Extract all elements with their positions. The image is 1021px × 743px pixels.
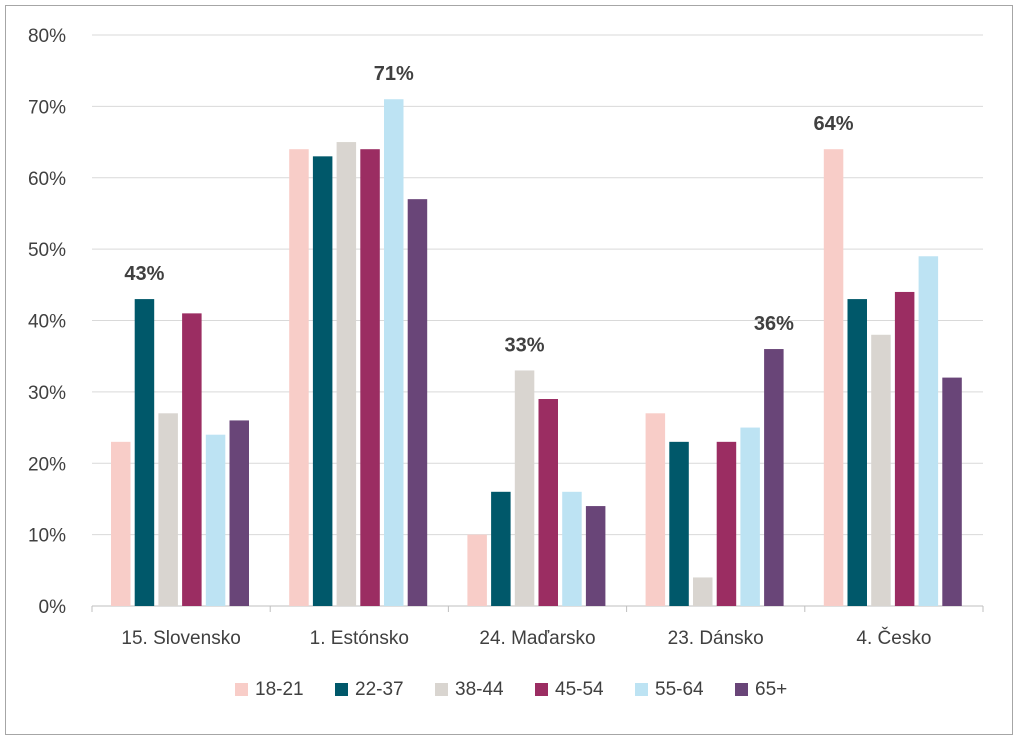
bar-65+-0 — [229, 420, 249, 606]
legend-swatch-38-44 — [435, 683, 448, 696]
x-category-label: 24. Maďarsko — [479, 628, 595, 649]
x-category-label: 4. Česko — [856, 627, 931, 649]
bar-22-37-4 — [847, 299, 867, 606]
bar-18-21-4 — [823, 149, 844, 606]
legend-label: 65+ — [755, 679, 787, 700]
bar-55-64-3 — [740, 427, 760, 606]
bar-45-54-2 — [538, 399, 558, 606]
legend-label: 22-37 — [355, 679, 404, 700]
bar-45-54-0 — [182, 313, 202, 606]
y-tick-label: 10% — [28, 526, 66, 547]
bar-55-64-1 — [384, 99, 404, 607]
bar-38-44-4 — [871, 334, 891, 606]
legend-swatch-65+ — [735, 683, 748, 696]
y-tick-label: 50% — [28, 240, 66, 261]
bar-65+-1 — [407, 199, 428, 606]
bar-65+-3 — [764, 349, 784, 606]
data-label: 64% — [814, 113, 854, 135]
bar-55-64-2 — [562, 491, 582, 606]
data-label: 43% — [124, 263, 164, 285]
y-tick-label: 80% — [28, 26, 66, 47]
bar-18-21-2 — [467, 534, 487, 606]
legend-label: 38-44 — [455, 679, 504, 700]
legend-swatch-45-54 — [535, 683, 548, 696]
bar-22-37-1 — [312, 156, 333, 606]
legend-swatch-18-21 — [235, 683, 248, 696]
bar-55-64-0 — [205, 434, 226, 606]
data-label: 36% — [754, 313, 794, 335]
bar-22-37-0 — [134, 299, 155, 606]
bar-22-37-3 — [669, 441, 689, 606]
bar-45-54-1 — [360, 149, 380, 606]
bar-38-44-2 — [514, 370, 535, 606]
bar-18-21-1 — [289, 149, 309, 606]
legend-swatch-55-64 — [635, 683, 648, 696]
legend-label: 18-21 — [255, 679, 304, 700]
chart-frame — [5, 5, 1013, 735]
bar-45-54-4 — [894, 291, 915, 606]
bar-22-37-2 — [491, 491, 511, 606]
y-tick-label: 30% — [28, 383, 66, 404]
bar-38-44-1 — [336, 142, 357, 606]
x-category-label: 23. Dánsko — [668, 628, 764, 649]
y-tick-label: 60% — [28, 169, 66, 190]
y-tick-label: 40% — [28, 312, 66, 333]
bar-38-44-0 — [158, 413, 178, 606]
bar-65+-4 — [942, 377, 962, 606]
bar-65+-2 — [585, 506, 606, 606]
y-tick-label: 70% — [28, 97, 66, 118]
bar-55-64-4 — [918, 256, 939, 606]
x-category-label: 15. Slovensko — [121, 628, 240, 649]
bar-18-21-3 — [645, 413, 666, 606]
y-tick-label: 20% — [28, 454, 66, 475]
bar-38-44-3 — [693, 577, 713, 606]
legend-swatch-22-37 — [335, 683, 348, 696]
bar-45-54-3 — [716, 441, 737, 606]
bar-18-21-0 — [111, 441, 131, 606]
legend-label: 55-64 — [655, 679, 704, 700]
x-category-label: 1. Estónsko — [310, 628, 409, 649]
data-label: 33% — [505, 334, 545, 356]
legend-label: 45-54 — [555, 679, 604, 700]
y-tick-label: 0% — [39, 597, 67, 618]
data-label: 71% — [374, 63, 414, 85]
